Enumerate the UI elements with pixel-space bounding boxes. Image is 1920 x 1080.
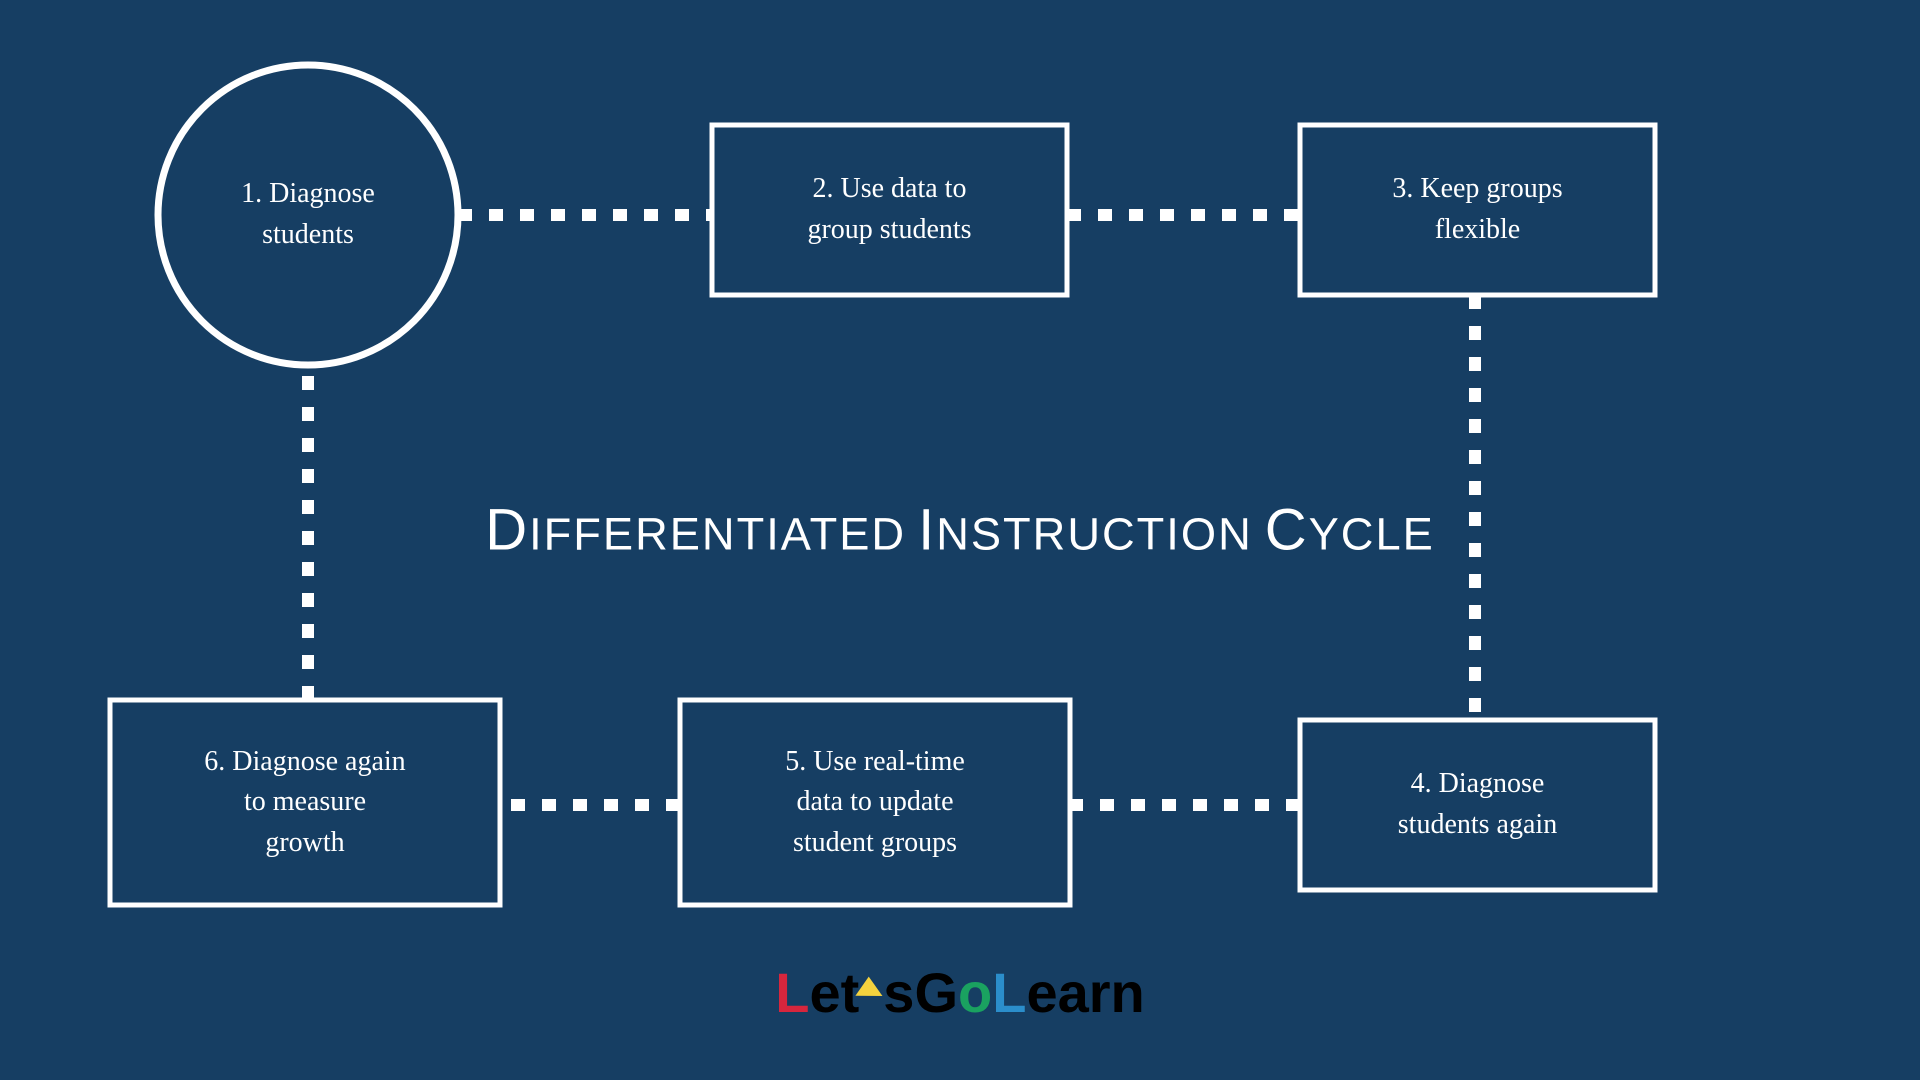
diagram-stage: DifferentiatedInstructionCycle Lets Go L…: [0, 0, 1920, 1080]
node-n4: 4. Diagnosestudents again: [1300, 720, 1655, 890]
node-n1: 1. Diagnosestudents: [158, 65, 458, 365]
logo-segment: L: [992, 960, 1026, 1025]
node-n6: 6. Diagnose againto measuregrowth: [110, 700, 500, 905]
logo-segment: L: [775, 960, 809, 1025]
logo-segment: o: [958, 960, 992, 1025]
node-n3-label: 3. Keep groupsflexible: [1382, 163, 1572, 256]
brand-logo: Lets Go Learn: [775, 960, 1144, 1025]
node-n3: 3. Keep groupsflexible: [1300, 125, 1655, 295]
node-n4-label: 4. Diagnosestudents again: [1388, 758, 1567, 851]
node-n5-label: 5. Use real-timedata to updatestudent gr…: [775, 736, 975, 870]
node-n5: 5. Use real-timedata to updatestudent gr…: [680, 700, 1070, 905]
node-n2: 2. Use data togroup students: [712, 125, 1067, 295]
logo-segment: earn: [1026, 960, 1144, 1025]
node-n6-label: 6. Diagnose againto measuregrowth: [194, 736, 415, 870]
node-n1-label: 1. Diagnosestudents: [231, 168, 385, 261]
logo-segment: et: [809, 960, 859, 1025]
logo-segment: s: [883, 960, 914, 1025]
logo-triangle-icon: [853, 975, 887, 1005]
diagram-title: DifferentiatedInstructionCycle: [479, 497, 1441, 564]
logo-segment: G: [914, 960, 958, 1025]
node-n2-label: 2. Use data togroup students: [797, 163, 981, 256]
